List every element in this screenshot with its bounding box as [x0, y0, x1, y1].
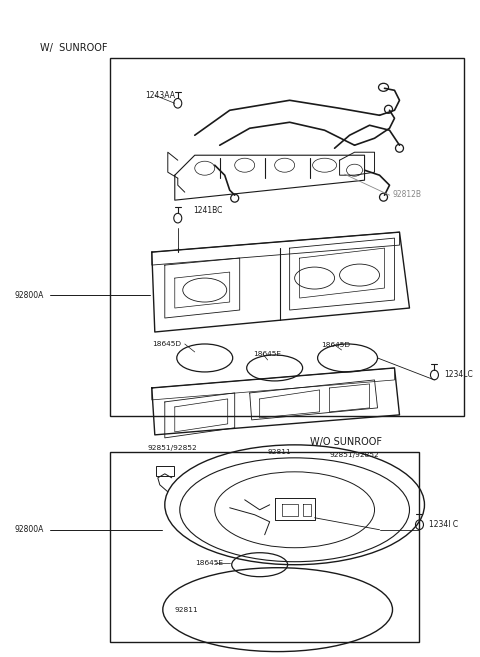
Text: 1243AA: 1243AA: [145, 91, 175, 100]
Text: 92800A: 92800A: [15, 290, 44, 300]
Bar: [110, 452, 420, 642]
Text: 18645E: 18645E: [252, 351, 281, 357]
Text: 92811: 92811: [175, 606, 199, 612]
Text: 1234I C: 1234I C: [430, 520, 458, 530]
Text: 92811: 92811: [268, 449, 291, 455]
Text: 1234LC: 1234LC: [444, 371, 473, 380]
Bar: [156, 466, 174, 476]
Text: 1241BC: 1241BC: [193, 206, 222, 215]
Text: 92800A: 92800A: [15, 525, 44, 534]
Text: 18645E: 18645E: [195, 560, 223, 566]
Text: W/  SUNROOF: W/ SUNROOF: [40, 43, 108, 53]
Text: W/O SUNROOF: W/O SUNROOF: [310, 437, 382, 447]
Text: 92851/92852: 92851/92852: [148, 445, 198, 451]
Bar: [110, 58, 465, 416]
Text: 18645D: 18645D: [152, 341, 181, 347]
Text: 92812B: 92812B: [393, 190, 421, 198]
Text: 18645D: 18645D: [322, 342, 350, 348]
Text: 92851/92852: 92851/92852: [330, 452, 379, 458]
